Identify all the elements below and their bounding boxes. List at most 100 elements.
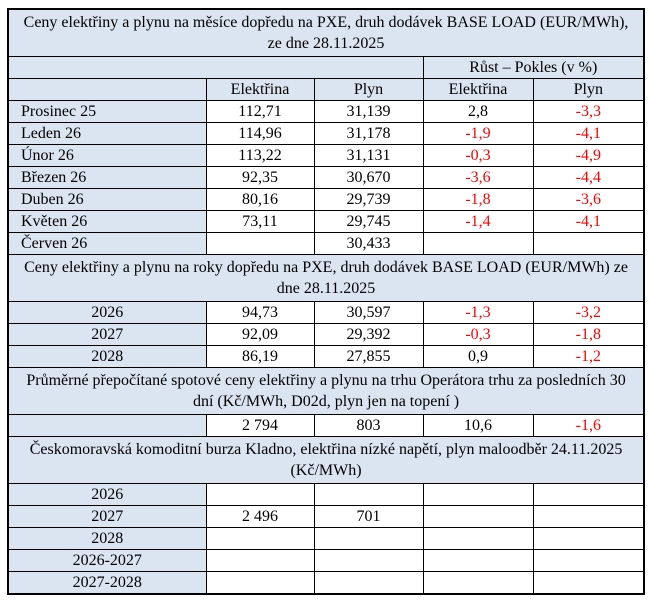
- value-cell: [205, 549, 315, 572]
- value-cell: 94,73: [205, 301, 315, 324]
- data-row: Prosinec 25 112,71 31,139 2,8 -3,3: [7, 100, 645, 123]
- value-cell: [422, 505, 534, 528]
- row-label: Březen 26: [7, 166, 207, 189]
- data-row: Duben 26 80,16 29,739 -1,8 -3,6: [7, 188, 645, 211]
- data-row: Květen 26 73,11 29,745 -1,4 -4,1: [7, 210, 645, 233]
- value-cell: [422, 232, 534, 255]
- data-row: 2027-2028: [7, 571, 645, 595]
- value-cell: 2 496: [205, 505, 315, 528]
- value-cell: [313, 483, 424, 506]
- row-label: 2027-2028: [7, 571, 207, 595]
- data-row: 2 794 803 10,6 -1,6: [7, 414, 645, 437]
- value-cell: [422, 527, 534, 550]
- value-cell: -1,9: [422, 122, 534, 145]
- value-cell: -3,3: [532, 100, 645, 123]
- row-label: Prosinec 25: [7, 100, 207, 123]
- value-cell: 31,131: [313, 144, 424, 167]
- value-cell: [205, 571, 315, 595]
- column-header: Plyn: [313, 78, 424, 101]
- value-cell: 0,9: [422, 345, 534, 368]
- data-row: Únor 26 113,22 31,131 -0,3 -4,9: [7, 144, 645, 167]
- corner-cell: [7, 78, 207, 101]
- data-row: 2026 94,73 30,597 -1,3 -3,2: [7, 301, 645, 324]
- value-cell: [422, 483, 534, 506]
- value-cell: 92,09: [205, 323, 315, 346]
- value-cell: 31,139: [313, 100, 424, 123]
- value-cell: [313, 571, 424, 595]
- value-cell: 29,739: [313, 188, 424, 211]
- value-cell: 113,22: [205, 144, 315, 167]
- value-cell: -3,6: [422, 166, 534, 189]
- row-label: [7, 414, 207, 437]
- row-label: 2028: [7, 345, 207, 368]
- value-cell: -4,4: [532, 166, 645, 189]
- section-title: Ceny elektřiny a plynu na roky dopředu n…: [7, 254, 645, 302]
- row-label: 2027: [7, 505, 207, 528]
- value-cell: [205, 527, 315, 550]
- column-header: Plyn: [532, 78, 645, 101]
- value-cell: [422, 571, 534, 595]
- value-cell: [313, 549, 424, 572]
- column-header: Elektřina: [422, 78, 534, 101]
- value-cell: 80,16: [205, 188, 315, 211]
- row-label: Únor 26: [7, 144, 207, 167]
- row-label: 2028: [7, 527, 207, 550]
- value-cell: [532, 549, 645, 572]
- value-cell: -0,3: [422, 144, 534, 167]
- value-cell: [313, 527, 424, 550]
- section-title: Českomoravská komoditní burza Kladno, el…: [7, 436, 645, 484]
- value-cell: [205, 232, 315, 255]
- value-cell: 86,19: [205, 345, 315, 368]
- value-cell: 114,96: [205, 122, 315, 145]
- data-row: Červen 26 30,433: [7, 232, 645, 255]
- column-header-row: Elektřina Plyn Elektřina Plyn: [7, 78, 645, 101]
- data-row: 2028 86,19 27,855 0,9 -1,2: [7, 345, 645, 368]
- value-cell: -3,2: [532, 301, 645, 324]
- value-cell: 30,433: [313, 232, 424, 255]
- column-header: Elektřina: [205, 78, 315, 101]
- energy-price-report: Ceny elektřiny a plynu na měsíce dopředu…: [7, 8, 646, 595]
- price-table: Ceny elektřiny a plynu na měsíce dopředu…: [7, 8, 646, 595]
- value-cell: 30,670: [313, 166, 424, 189]
- value-cell: 30,597: [313, 301, 424, 324]
- value-cell: 29,392: [313, 323, 424, 346]
- row-label: Leden 26: [7, 122, 207, 145]
- row-label: Duben 26: [7, 188, 207, 211]
- section-title-row: Ceny elektřiny a plynu na měsíce dopředu…: [7, 8, 645, 57]
- value-cell: -1,8: [422, 188, 534, 211]
- growth-header-row: Růst – Pokles (v %): [7, 56, 645, 79]
- value-cell: 73,11: [205, 210, 315, 233]
- table-body: Ceny elektřiny a plynu na měsíce dopředu…: [7, 8, 645, 595]
- data-row: Leden 26 114,96 31,178 -1,9 -4,1: [7, 122, 645, 145]
- section-title-row: Českomoravská komoditní burza Kladno, el…: [7, 436, 645, 484]
- row-label: Červen 26: [7, 232, 207, 255]
- value-cell: [532, 483, 645, 506]
- data-row: Březen 26 92,35 30,670 -3,6 -4,4: [7, 166, 645, 189]
- growth-pokles-header: Růst – Pokles (v %): [422, 56, 645, 79]
- value-cell: 10,6: [422, 414, 534, 437]
- data-row: 2028: [7, 527, 645, 550]
- value-cell: 803: [313, 414, 424, 437]
- value-cell: [532, 527, 645, 550]
- section-title: Ceny elektřiny a plynu na měsíce dopředu…: [7, 8, 645, 57]
- value-cell: -1,4: [422, 210, 534, 233]
- value-cell: -0,3: [422, 323, 534, 346]
- data-row: 2026-2027: [7, 549, 645, 572]
- value-cell: -1,8: [532, 323, 645, 346]
- data-row: 2027 92,09 29,392 -0,3 -1,8: [7, 323, 645, 346]
- value-cell: 92,35: [205, 166, 315, 189]
- value-cell: 701: [313, 505, 424, 528]
- data-row: 2027 2 496 701: [7, 505, 645, 528]
- value-cell: 112,71: [205, 100, 315, 123]
- value-cell: -4,1: [532, 122, 645, 145]
- blank-merged-cell: [7, 56, 424, 79]
- value-cell: 31,178: [313, 122, 424, 145]
- value-cell: [532, 232, 645, 255]
- row-label: Květen 26: [7, 210, 207, 233]
- value-cell: [422, 549, 534, 572]
- value-cell: -1,6: [532, 414, 645, 437]
- value-cell: -1,3: [422, 301, 534, 324]
- row-label: 2026-2027: [7, 549, 207, 572]
- section-title-row: Průměrné přepočítané spotové ceny elektř…: [7, 367, 645, 415]
- value-cell: [532, 571, 645, 595]
